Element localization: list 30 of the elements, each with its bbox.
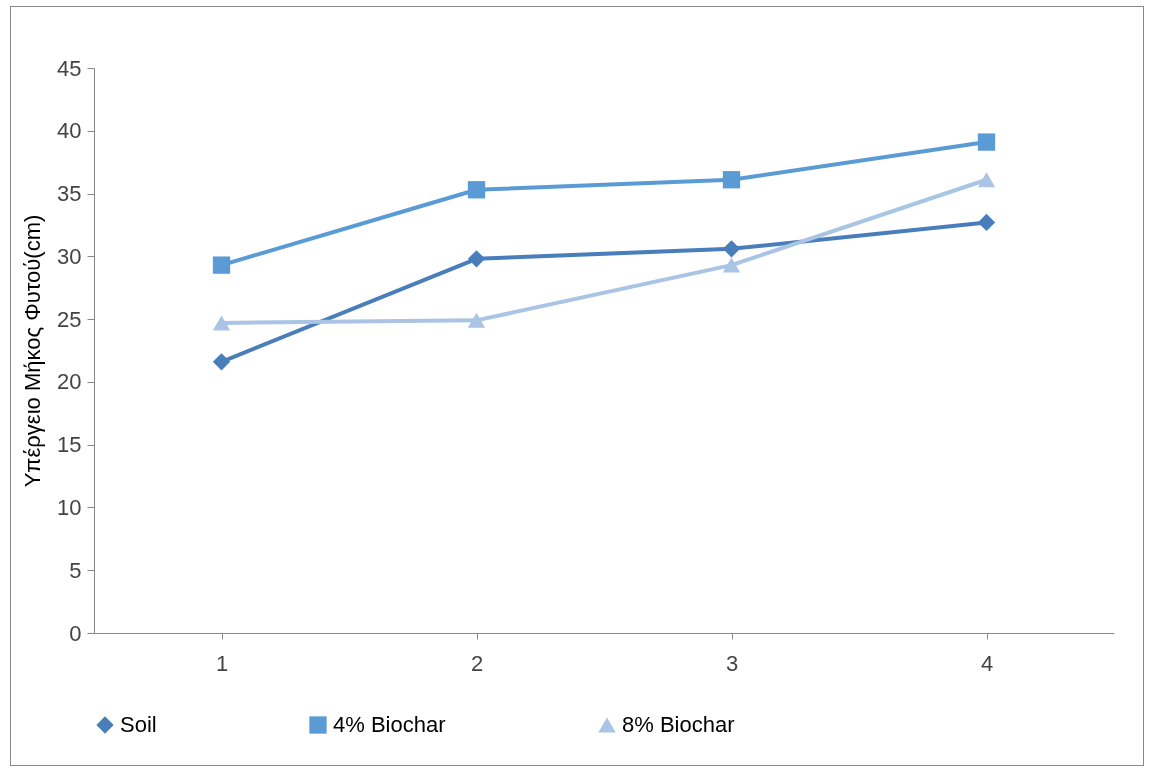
y-tick-label: 0 [69,620,82,646]
point [977,172,996,188]
point [977,133,996,151]
legend-label: 8% Biochar [622,712,735,737]
point [722,240,741,258]
point [977,213,996,232]
y-tick-label: 45 [57,55,82,81]
point [212,256,231,274]
y-axis-title: Υπέργειο Μήκος Φυτού(cm) [20,214,46,488]
legend-label: Soil [120,712,157,737]
x-tick-label: 3 [725,650,739,676]
point [467,181,486,199]
y-tick-label: 15 [57,432,82,458]
y-tick-label: 40 [57,118,82,144]
y-tick-label: 5 [69,557,82,583]
point [722,257,741,273]
y-tick-label: 20 [57,369,82,395]
point [212,315,231,331]
x-tick-label: 4 [980,650,994,676]
x-tick-label: 2 [470,650,484,676]
legend-label: 4% Biochar [333,712,446,737]
point [722,171,741,189]
x-tick-label: 1 [215,650,229,676]
point [467,312,486,328]
y-tick-label: 30 [57,243,82,269]
y-tick-label: 10 [57,494,82,520]
y-tick-label: 25 [57,306,82,332]
point [212,353,231,371]
point [467,250,486,268]
y-tick-label: 35 [57,181,82,207]
